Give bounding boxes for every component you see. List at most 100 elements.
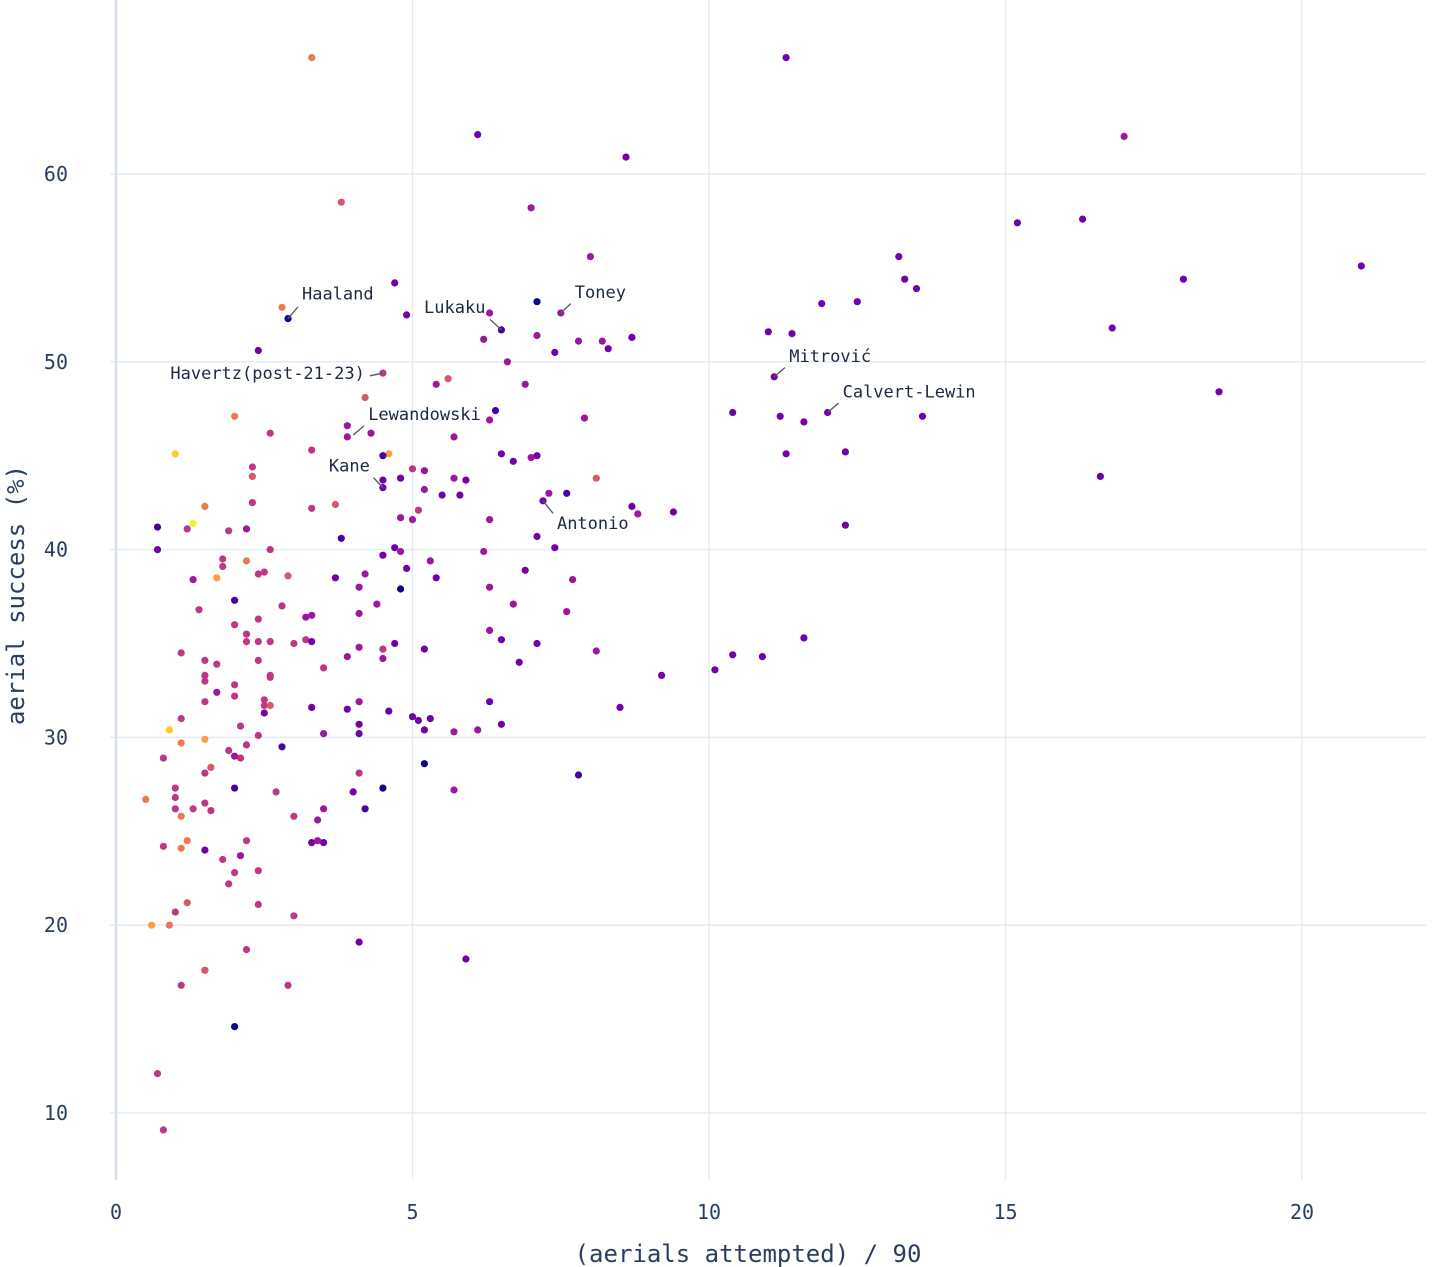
y-tick-label: 20 <box>44 913 68 937</box>
data-point <box>782 450 790 458</box>
data-point <box>450 786 458 794</box>
data-point <box>391 639 399 648</box>
data-point <box>290 912 298 920</box>
data-point <box>260 709 268 717</box>
data-point <box>456 491 464 499</box>
y-tick-label: 60 <box>44 162 68 186</box>
data-point <box>165 921 173 929</box>
data-point <box>355 698 363 706</box>
y-tick-label: 50 <box>44 350 68 374</box>
data-point <box>474 131 482 139</box>
annotation-label: Lukaku <box>424 298 485 318</box>
data-point <box>284 981 292 989</box>
data-point <box>231 752 239 760</box>
data-point <box>711 666 719 674</box>
data-point <box>533 331 541 340</box>
data-point <box>533 298 541 306</box>
data-point <box>195 606 203 614</box>
data-point <box>349 788 357 796</box>
data-point <box>201 502 209 510</box>
data-point <box>628 333 636 341</box>
data-point <box>254 346 262 355</box>
data-point <box>242 837 251 845</box>
data-point <box>355 609 363 618</box>
data-point <box>414 716 422 725</box>
data-point <box>201 846 209 854</box>
data-point <box>628 502 636 510</box>
data-point <box>201 698 209 706</box>
data-point <box>391 544 399 552</box>
data-point <box>800 634 808 642</box>
data-point <box>912 285 921 293</box>
data-point <box>219 562 227 571</box>
data-point <box>420 760 428 768</box>
y-tick-label: 30 <box>44 725 68 749</box>
x-axis-title: (aerials attempted) / 90 <box>575 1240 922 1267</box>
annotation-label: Haaland <box>302 285 374 305</box>
data-point <box>758 653 767 661</box>
data-point <box>242 557 251 565</box>
data-point <box>486 309 494 317</box>
data-point <box>521 566 529 574</box>
data-point <box>254 900 262 909</box>
data-point <box>254 570 262 578</box>
data-point <box>254 615 262 623</box>
data-point <box>408 516 417 524</box>
data-point <box>320 730 328 738</box>
data-point <box>225 527 233 535</box>
data-point <box>248 499 256 507</box>
annotation-arrow <box>542 500 554 514</box>
data-point <box>153 546 162 554</box>
data-point <box>853 298 861 306</box>
data-point <box>604 345 612 353</box>
data-point <box>355 720 363 728</box>
annotation-arrow <box>372 477 384 489</box>
data-point <box>569 576 577 584</box>
data-point <box>142 795 150 804</box>
data-point <box>242 630 251 638</box>
data-point <box>563 608 571 616</box>
data-point <box>242 946 251 954</box>
data-point <box>308 638 316 646</box>
data-point <box>361 805 369 813</box>
data-point <box>420 467 428 475</box>
data-point <box>290 812 298 820</box>
data-point <box>242 525 251 533</box>
data-point <box>171 908 179 916</box>
data-point <box>764 328 772 336</box>
data-point <box>231 1023 239 1031</box>
data-point <box>1096 472 1104 480</box>
data-point <box>153 523 162 531</box>
data-point <box>201 966 209 974</box>
data-point <box>302 613 310 621</box>
data-point <box>278 602 286 610</box>
data-point <box>480 547 488 556</box>
data-point <box>408 713 417 721</box>
data-point <box>669 508 678 516</box>
data-point <box>426 557 434 565</box>
data-point <box>201 799 209 807</box>
data-point <box>551 348 559 356</box>
data-point <box>278 303 286 311</box>
annotation-label: Havertz(post-21-23) <box>170 364 364 384</box>
data-point <box>918 412 927 420</box>
data-point <box>337 534 345 542</box>
data-point <box>236 722 245 730</box>
annotation-arrow <box>352 425 365 436</box>
data-point <box>355 730 363 738</box>
data-point <box>213 688 221 696</box>
annotation-arrow <box>489 318 502 331</box>
data-point <box>343 422 351 430</box>
data-point <box>776 412 784 420</box>
data-point <box>527 454 535 462</box>
x-tick-label: 20 <box>1290 1200 1314 1224</box>
x-tick-label: 15 <box>993 1200 1017 1224</box>
data-point <box>420 726 428 734</box>
data-point <box>189 576 197 584</box>
data-point <box>320 805 328 813</box>
data-point <box>231 596 239 604</box>
data-point <box>426 715 434 723</box>
data-point <box>432 574 440 582</box>
data-point <box>444 375 452 383</box>
data-point <box>361 393 369 402</box>
